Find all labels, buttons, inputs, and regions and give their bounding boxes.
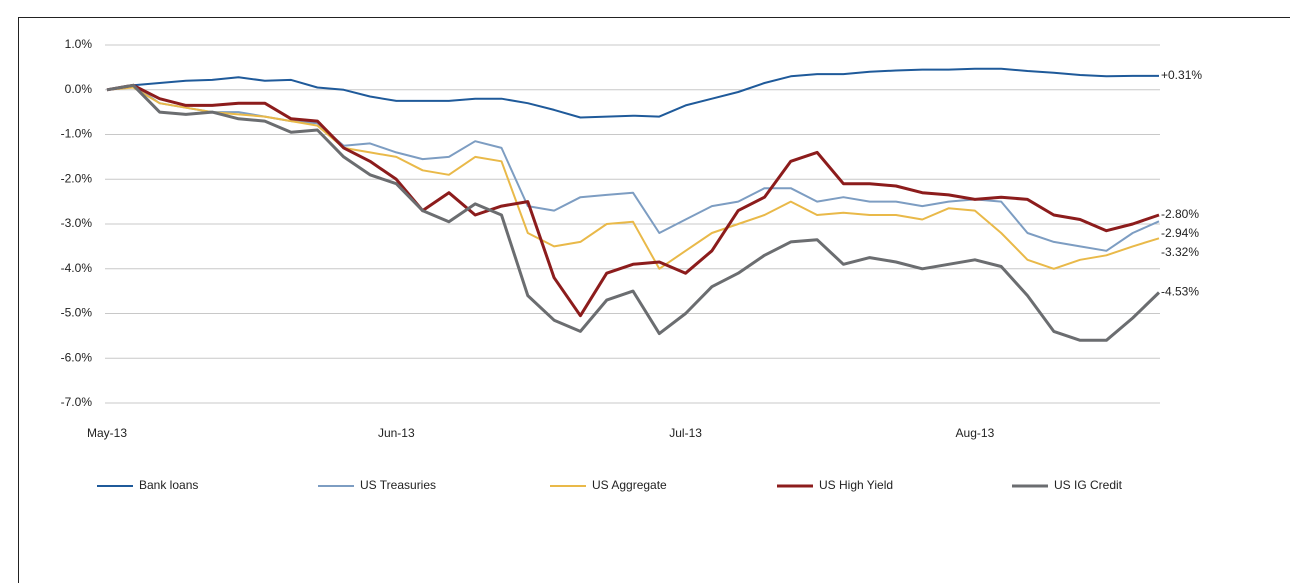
legend-label: US Treasuries [360,478,436,492]
end-label: -2.94% [1161,226,1199,240]
series-line [106,86,1160,270]
frame [18,17,1290,583]
end-label: -2.80% [1161,207,1199,221]
y-tick-label: -7.0% [61,395,93,409]
y-tick-label: -5.0% [61,306,93,320]
x-tick-label: Jun-13 [378,426,415,440]
series-line [106,83,1160,318]
legend-label: US Aggregate [592,478,667,492]
series-line [106,84,1160,252]
legend-label: US High Yield [819,478,893,492]
series-line [106,67,1159,119]
y-tick-label: 1.0% [65,37,93,51]
y-tick-label: -2.0% [61,171,93,185]
y-tick-label: 0.0% [65,82,93,96]
x-tick-label: Jul-13 [669,426,702,440]
y-tick-label: -3.0% [61,216,93,230]
legend-label: US IG Credit [1054,478,1123,492]
x-tick-label: Aug-13 [956,426,995,440]
series-line [106,83,1161,342]
end-label: -3.32% [1161,245,1199,259]
x-tick-label: May-13 [87,426,127,440]
y-tick-label: -1.0% [61,127,93,141]
legend-label: Bank loans [139,478,198,492]
y-tick-label: -6.0% [61,350,93,364]
y-tick-label: -4.0% [61,261,93,275]
end-label: +0.31% [1161,68,1202,82]
end-label: -4.53% [1161,285,1199,299]
